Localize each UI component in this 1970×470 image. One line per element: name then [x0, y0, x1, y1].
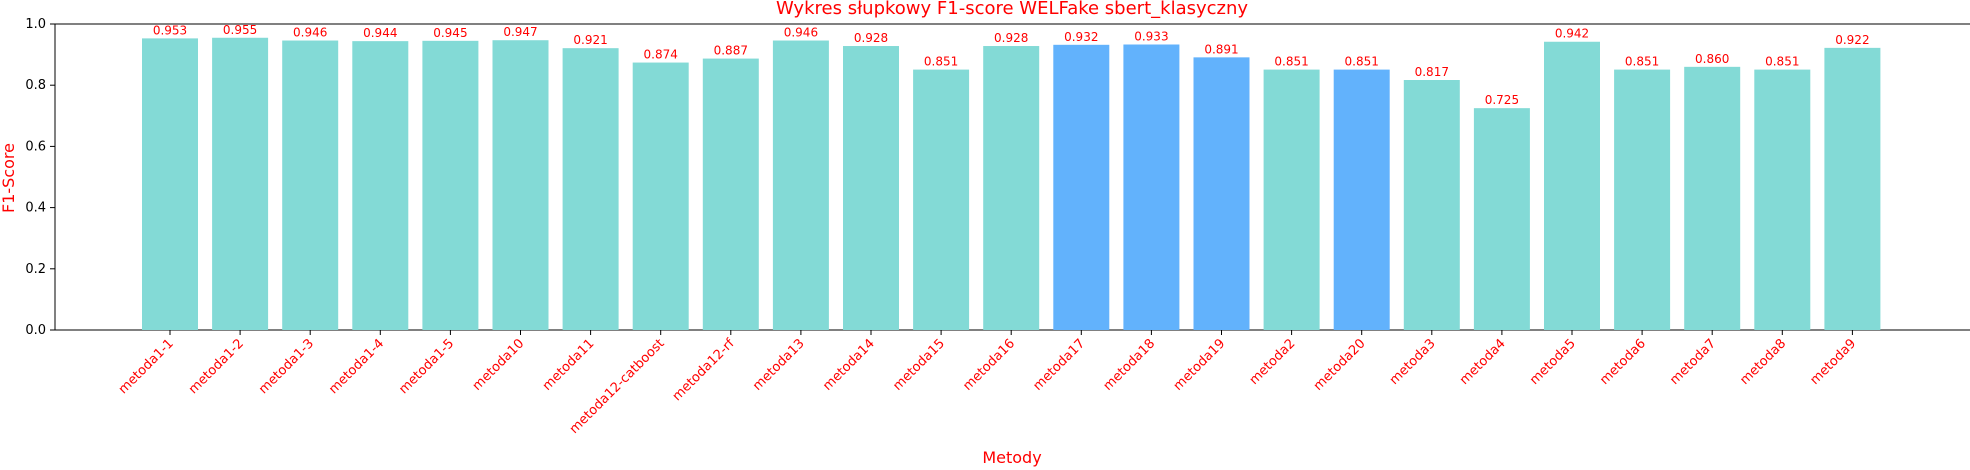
x-tick-label: metoda1-4: [326, 336, 387, 397]
y-tick-label: 1.0: [25, 17, 46, 32]
x-tick-label: metoda1-2: [186, 336, 247, 397]
bar-metoda12-rf: [702, 58, 759, 330]
bar-metoda19: [1193, 57, 1250, 330]
bar-value-label: 0.874: [644, 48, 678, 62]
x-tick-label: metoda2: [1247, 336, 1299, 388]
bar-metoda16: [983, 46, 1040, 330]
x-tick-label: metoda12-rf: [670, 336, 738, 404]
x-tick-label: metoda6: [1597, 336, 1649, 388]
x-tick-label: metoda1-3: [256, 336, 317, 397]
bar-value-label: 0.945: [433, 26, 467, 40]
bar-metoda6: [1614, 69, 1671, 331]
bar-metoda1-1: [142, 38, 198, 331]
y-tick-label: 0.6: [25, 139, 46, 154]
bar-value-label: 0.891: [1204, 42, 1238, 56]
bar-value-label: 0.851: [1625, 55, 1659, 69]
x-tick-label: metoda9: [1807, 336, 1859, 388]
bar-value-label: 0.922: [1835, 33, 1869, 47]
x-tick-label: metoda11: [540, 336, 598, 394]
bar-value-label: 0.942: [1555, 27, 1589, 41]
bar-metoda18: [1123, 44, 1180, 330]
bar-value-label: 0.851: [1765, 55, 1799, 69]
bar-metoda13: [772, 40, 829, 331]
x-axis-label: Metody: [982, 448, 1041, 467]
bar-metoda5: [1544, 41, 1600, 331]
bar-metoda7: [1684, 66, 1741, 330]
bar-value-label: 0.928: [994, 31, 1028, 45]
bar-value-label: 0.887: [714, 44, 748, 58]
bar-value-label: 0.932: [1064, 30, 1098, 44]
bar-metoda4: [1473, 108, 1530, 331]
bar-metoda2: [1263, 69, 1320, 331]
bar-metoda20: [1333, 69, 1390, 331]
x-tick-label: metoda13: [750, 336, 808, 394]
x-tick-label: metoda1-5: [396, 336, 457, 397]
x-tick-label: metoda10: [470, 336, 528, 394]
bar-metoda15: [913, 69, 970, 331]
plot-area: 0.0 0.2 0.4 0.6 0.8 1.0 0.953 metoda1-1 0.955 met…: [25, 17, 1970, 437]
bar-value-label: 0.933: [1134, 30, 1168, 44]
x-tick-label: metoda1-1: [116, 336, 177, 397]
x-tick-label: metoda15: [890, 336, 948, 394]
bar-value-label: 0.946: [784, 26, 818, 40]
x-tick-label: metoda18: [1101, 336, 1159, 394]
bar-value-label: 0.947: [503, 25, 537, 39]
bar-metoda1-5: [422, 40, 479, 330]
bar-value-label: 0.817: [1415, 65, 1449, 79]
bar-value-label: 0.944: [363, 26, 397, 40]
bar-metoda3: [1403, 79, 1460, 330]
bar-value-label: 0.860: [1695, 52, 1729, 66]
y-tick-label: 0.4: [25, 201, 46, 216]
x-tick-label: metoda16: [960, 336, 1018, 394]
y-tick-label: 0.8: [25, 78, 46, 93]
x-tick-label: metoda20: [1311, 336, 1369, 394]
x-tick-label: metoda4: [1457, 336, 1509, 388]
bar-metoda1-4: [352, 41, 409, 331]
x-tick-label: metoda3: [1387, 336, 1439, 388]
bar-value-label: 0.851: [924, 55, 958, 69]
bar-value-label: 0.955: [223, 23, 257, 37]
bar-value-label: 0.851: [1345, 55, 1379, 69]
x-tick-label: metoda14: [820, 336, 878, 394]
bar-metoda9: [1824, 47, 1881, 330]
x-tick-label: metoda5: [1527, 336, 1579, 388]
bar-value-label: 0.928: [854, 31, 888, 45]
bar-metoda10: [492, 40, 549, 331]
y-tick-label: 0.2: [25, 262, 46, 277]
bar-value-label: 0.725: [1485, 93, 1519, 107]
bar-metoda12-catboost: [632, 62, 689, 330]
y-axis-label: F1-Score: [0, 143, 18, 213]
bar-metoda1-3: [282, 40, 339, 331]
bar-value-label: 0.851: [1274, 55, 1308, 69]
x-tick-label: metoda19: [1171, 336, 1229, 394]
x-tick-label: metoda17: [1031, 336, 1089, 394]
bar-metoda1-2: [212, 37, 269, 331]
bar-value-label: 0.946: [293, 26, 327, 40]
bar-metoda11: [562, 48, 619, 330]
bar-value-label: 0.953: [153, 23, 187, 37]
bar-metoda14: [843, 46, 899, 330]
y-tick-label: 0.0: [25, 323, 46, 338]
x-tick-label: metoda8: [1737, 336, 1789, 388]
bar-metoda8: [1754, 69, 1811, 331]
bar-metoda17: [1053, 44, 1110, 331]
bar-value-label: 0.921: [573, 33, 607, 47]
chart-title: Wykres słupkowy F1-score WELFake sbert_k…: [776, 0, 1248, 19]
x-tick-label: metoda7: [1667, 336, 1719, 388]
